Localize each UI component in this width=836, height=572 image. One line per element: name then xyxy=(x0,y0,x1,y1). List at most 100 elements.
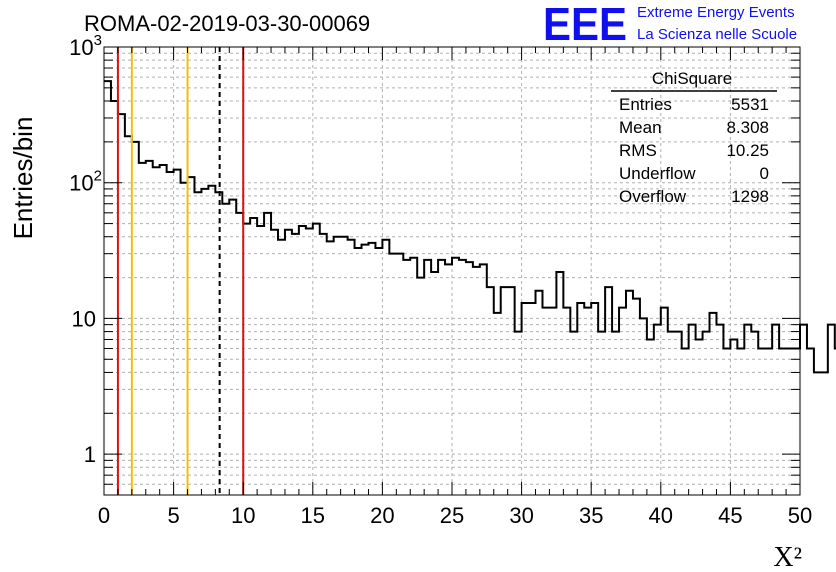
x-tick-label: 50 xyxy=(788,503,812,528)
histogram-bin xyxy=(355,248,362,495)
stats-value-rms: 10.25 xyxy=(726,141,769,160)
vertical-marker-lines xyxy=(116,47,245,495)
histogram-bin xyxy=(285,230,292,495)
histogram-bin xyxy=(626,291,633,495)
histogram-bin xyxy=(647,339,654,495)
histogram-bin xyxy=(800,325,807,495)
histogram-bin xyxy=(188,177,195,495)
histogram-bin xyxy=(654,325,661,495)
histogram-outline xyxy=(104,80,836,374)
histogram-bin xyxy=(793,349,800,495)
axis-ticks xyxy=(103,46,801,496)
histogram-bin xyxy=(229,200,236,495)
histogram-bin xyxy=(758,349,765,495)
x-tick-label: 30 xyxy=(509,503,533,528)
x-tick-label: 35 xyxy=(579,503,603,528)
stats-value-overflow: 1298 xyxy=(731,187,769,206)
histogram-bin xyxy=(814,372,821,495)
y-tick-label: 1 xyxy=(84,442,96,467)
stats-value-underflow: 0 xyxy=(760,164,769,183)
histogram-bin xyxy=(327,241,334,495)
histogram-bin xyxy=(181,183,188,495)
stats-title: ChiSquare xyxy=(652,69,732,88)
y-tick-labels: 1 10 102 103 xyxy=(69,32,102,467)
stats-label-overflow: Overflow xyxy=(619,187,687,206)
histogram-bin xyxy=(452,258,459,495)
histogram-bin xyxy=(633,299,640,495)
stats-value-entries: 5531 xyxy=(731,95,769,114)
histogram-bin xyxy=(744,325,751,495)
histogram-bin xyxy=(299,226,306,495)
x-tick-label: 15 xyxy=(301,503,325,528)
eee-logo-line1: Extreme Energy Events xyxy=(637,4,795,21)
histogram-bin xyxy=(682,349,689,495)
histogram-bin xyxy=(821,372,828,495)
histogram-bin xyxy=(320,234,327,495)
histogram-bin xyxy=(417,278,424,495)
eee-logo-line2: La Scienza nelle Scuole xyxy=(637,26,797,43)
histogram-bin xyxy=(341,237,348,495)
histogram-bin xyxy=(208,186,215,495)
x-tick-label: 10 xyxy=(231,503,255,528)
histogram-bin xyxy=(194,192,201,495)
stats-value-mean: 8.308 xyxy=(726,118,769,137)
histogram-bin xyxy=(765,349,772,495)
y-axis-title: Entries/bin xyxy=(8,117,38,240)
grid-lines xyxy=(104,47,800,495)
histogram-bin xyxy=(723,349,730,495)
histogram-bin xyxy=(236,213,243,495)
histogram-bin xyxy=(257,226,264,495)
histogram-bin xyxy=(306,228,313,495)
stats-label-rms: RMS xyxy=(619,141,657,160)
x-tick-label: 45 xyxy=(718,503,742,528)
histogram-bin xyxy=(264,213,271,495)
histogram-bin xyxy=(111,101,118,495)
x-tick-label: 5 xyxy=(167,503,179,528)
histogram-bin xyxy=(459,260,466,495)
histogram-bin xyxy=(640,318,647,495)
stats-label-mean: Mean xyxy=(619,118,662,137)
x-tick-label: 0 xyxy=(98,503,110,528)
histogram-bin xyxy=(368,243,375,495)
histogram-bin xyxy=(431,272,438,495)
histogram-bin xyxy=(362,245,369,495)
chart-title: ROMA-02-2019-03-30-00069 xyxy=(84,11,370,36)
histogram-bin xyxy=(689,325,696,495)
histogram-bin xyxy=(779,349,786,495)
x-tick-labels: 0 5 10 15 20 25 30 35 40 45 50 xyxy=(98,503,812,528)
histogram-bin xyxy=(167,172,174,495)
histogram-bin xyxy=(250,218,257,495)
histogram-bin xyxy=(716,325,723,495)
stats-label-entries: Entries xyxy=(619,95,672,114)
histogram-bin xyxy=(556,272,563,495)
histogram-bin xyxy=(375,248,382,495)
histogram-bin xyxy=(104,81,111,495)
histogram-bin xyxy=(786,349,793,495)
y-tick-label: 10 xyxy=(72,306,96,331)
histogram-bin xyxy=(772,325,779,495)
x-tick-label: 40 xyxy=(649,503,673,528)
histogram-bin xyxy=(828,325,835,495)
eee-logo: EEE xyxy=(543,0,627,50)
histogram-bin xyxy=(807,349,814,495)
histogram-bin xyxy=(271,230,278,495)
histogram-bin xyxy=(403,260,410,495)
histogram-bin xyxy=(174,170,181,495)
histogram-bin xyxy=(334,237,341,495)
x-tick-label: 25 xyxy=(440,503,464,528)
histogram-bin xyxy=(118,114,125,495)
x-tick-label: 20 xyxy=(370,503,394,528)
histogram-bin xyxy=(438,260,445,495)
histogram-bin xyxy=(389,254,396,495)
histogram-bin xyxy=(222,204,229,495)
histogram-bin xyxy=(396,254,403,495)
histogram-bin xyxy=(292,234,299,495)
stats-label-underflow: Underflow xyxy=(619,164,696,183)
x-axis-title: X² xyxy=(773,542,802,572)
histogram-bin xyxy=(536,291,543,495)
histogram-bin xyxy=(201,189,208,495)
histogram-bin xyxy=(730,339,737,495)
y-tick-label: 102 xyxy=(69,168,102,196)
histogram-bin xyxy=(696,339,703,495)
